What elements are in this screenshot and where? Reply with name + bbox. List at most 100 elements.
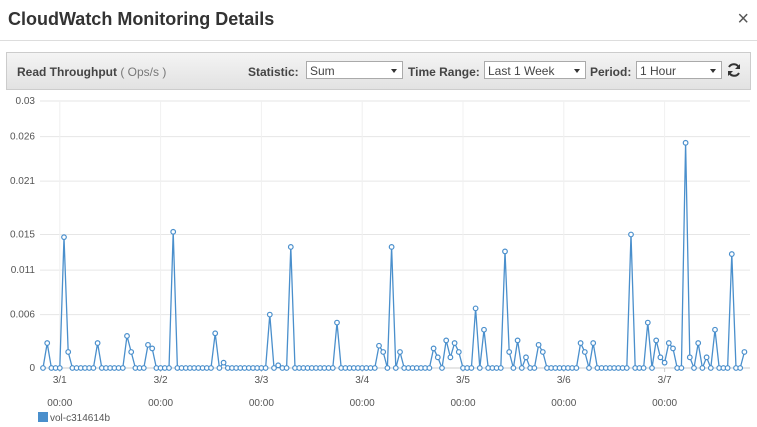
legend-label: vol-c314614b [50, 413, 110, 424]
data-point [220, 359, 227, 366]
time-range-select[interactable]: Last 1 Week [484, 61, 586, 79]
data-point [472, 305, 479, 312]
data-point [170, 228, 177, 235]
data-point [640, 365, 647, 371]
data-point [737, 365, 744, 371]
chart: 0 0.006 0.011 0.015 0.021 0.026 0.03 3/1 00:00 3/… [10, 96, 750, 424]
period-label: Period: [590, 65, 632, 79]
data-point [65, 349, 72, 355]
x-tick-label: 3/7 00:00 [652, 375, 677, 409]
data-point [518, 365, 525, 371]
data-point [468, 365, 475, 371]
data-point [523, 354, 529, 361]
data-point [644, 319, 651, 326]
data-point [510, 365, 517, 371]
data-point [699, 365, 706, 371]
data-point [376, 342, 382, 349]
data-point [577, 340, 584, 346]
data-point [443, 337, 450, 344]
series-line [42, 142, 746, 371]
legend-swatch [38, 412, 48, 422]
x-tick-label: 3/6 00:00 [551, 375, 576, 409]
data-point [703, 354, 710, 361]
data-point [56, 365, 63, 371]
data-point [481, 326, 487, 333]
data-point [287, 244, 294, 250]
data-point [670, 345, 676, 352]
data-point [581, 349, 588, 355]
refresh-button[interactable] [725, 61, 743, 79]
data-point [208, 365, 214, 371]
data-point [447, 354, 454, 361]
x-tick-label: 3/3 00:00 [249, 375, 274, 409]
data-point [586, 365, 592, 371]
statistic-label: Statistic: [248, 65, 299, 79]
data-point [535, 341, 542, 348]
x-tick-label: 3/5 00:00 [450, 375, 475, 409]
data-point [455, 349, 462, 355]
data-point [124, 333, 130, 339]
data-point [678, 365, 685, 371]
data-point [506, 349, 513, 355]
data-point [283, 365, 290, 371]
data-point [434, 354, 441, 361]
x-tick-label: 3/4 00:00 [350, 375, 375, 409]
data-point [216, 365, 223, 371]
data-point [271, 365, 277, 371]
y-tick-label: 0.026 [10, 132, 35, 143]
data-point [40, 365, 46, 371]
data-point [661, 359, 668, 366]
time-range-label: Time Range: [408, 65, 480, 79]
x-tick-label: 3/1 00:00 [47, 375, 72, 409]
data-point [476, 365, 483, 371]
x-tick-label: 3/2 00:00 [148, 375, 173, 409]
metric-name: Read Throughput [17, 65, 117, 79]
data-point [380, 349, 387, 355]
data-point [44, 340, 51, 346]
data-point [653, 337, 660, 344]
data-point [275, 362, 282, 369]
data-point [61, 234, 67, 241]
data-point [695, 340, 702, 346]
data-point [90, 365, 97, 371]
data-point [623, 365, 630, 371]
metric: Read Throughput ( Ops/s ) [17, 65, 166, 79]
data-point [384, 365, 391, 371]
data-point [573, 365, 580, 371]
y-tick-label: 0.011 [11, 265, 36, 276]
y-tick-label: 0.006 [10, 310, 35, 321]
data-point [531, 365, 538, 371]
data-point [691, 365, 697, 371]
data-point [451, 340, 458, 346]
data-point [119, 365, 126, 371]
data-point [140, 365, 147, 371]
data-point [712, 326, 718, 333]
data-point [649, 365, 655, 371]
data-point [334, 319, 340, 326]
data-point [262, 365, 269, 371]
data-point [590, 340, 597, 346]
header: CloudWatch Monitoring Details × [0, 0, 757, 41]
data-point [426, 365, 433, 371]
data-point [686, 354, 693, 361]
data-point [149, 345, 156, 352]
data-point [539, 349, 546, 355]
data-point [397, 349, 403, 355]
data-point [514, 337, 521, 344]
data-point [145, 341, 151, 348]
data-point [665, 340, 672, 346]
data-point [497, 365, 504, 371]
data-point [371, 365, 378, 371]
y-tick-label: 0.015 [10, 230, 35, 241]
data-point [166, 365, 172, 371]
data-point [682, 139, 689, 146]
data-point [94, 340, 101, 346]
statistic-select[interactable]: Sum [306, 61, 403, 79]
close-button[interactable]: × [737, 8, 749, 30]
data-point [128, 349, 135, 355]
period-select[interactable]: 1 Hour [636, 61, 722, 79]
data-point [430, 345, 437, 352]
data-point [388, 244, 395, 250]
data-point [502, 248, 508, 255]
